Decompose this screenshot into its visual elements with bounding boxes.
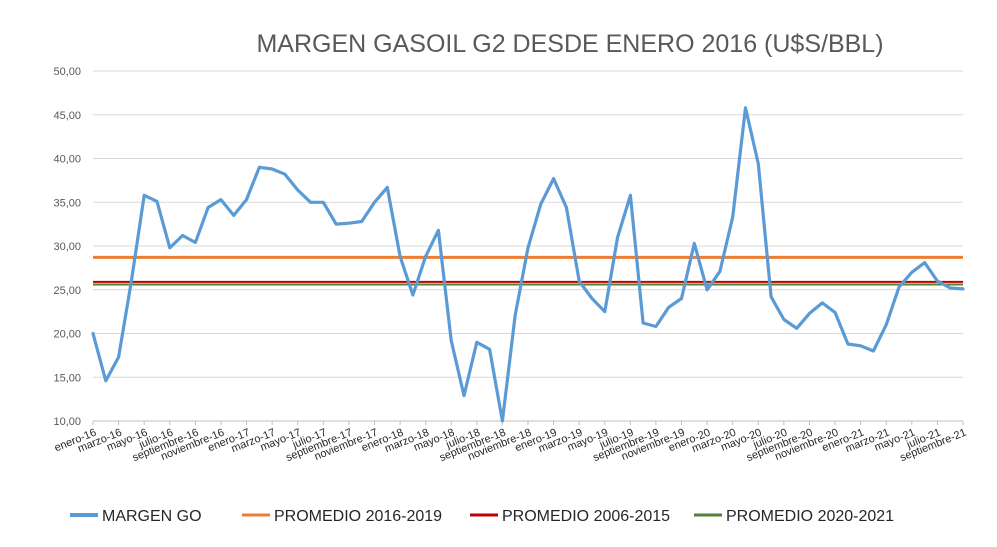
legend-label: PROMEDIO 2016-2019 bbox=[274, 508, 442, 525]
legend-label: MARGEN GO bbox=[102, 508, 202, 525]
chart-title: MARGEN GASOIL G2 DESDE ENERO 2016 (U$S/B… bbox=[256, 30, 883, 58]
legend-label: PROMEDIO 2006-2015 bbox=[502, 508, 670, 525]
series-line-margen-go bbox=[91, 106, 965, 423]
y-axis-tick-labels: 10,00 15,00 20,00 25,00 30,00 35,00 40,00 45,00… bbox=[53, 66, 81, 428]
y-tick-label: 50,00 bbox=[53, 66, 81, 78]
legend-label: PROMEDIO 2020-2021 bbox=[726, 508, 894, 525]
y-tick-label: 35,00 bbox=[53, 197, 81, 209]
y-tick-label: 15,00 bbox=[53, 372, 81, 384]
legend: MARGEN GO PROMEDIO 2016-2019 PROMEDIO 2006… bbox=[70, 508, 894, 525]
series-lines bbox=[91, 106, 965, 423]
y-tick-label: 45,00 bbox=[53, 110, 81, 122]
x-axis-tick-labels: enero-16marzo-16mayo-16julio-16septiembr… bbox=[53, 421, 968, 464]
y-tick-label: 30,00 bbox=[53, 241, 81, 253]
y-tick-label: 10,00 bbox=[53, 416, 81, 428]
y-tick-label: 40,00 bbox=[53, 154, 81, 166]
y-tick-label: 25,00 bbox=[53, 285, 81, 297]
y-tick-label: 20,00 bbox=[53, 329, 81, 341]
